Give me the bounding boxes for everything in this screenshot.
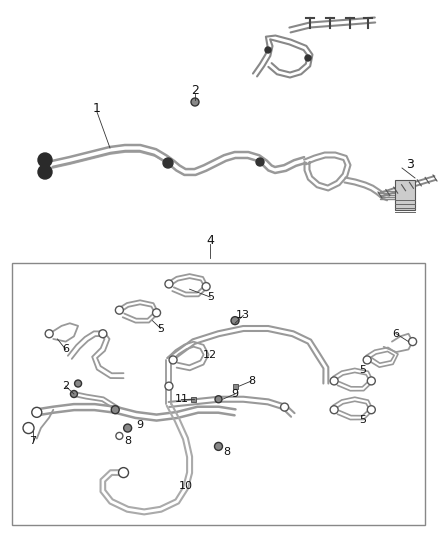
Circle shape (115, 306, 124, 314)
Circle shape (99, 330, 107, 338)
Circle shape (165, 382, 173, 390)
Circle shape (367, 377, 375, 385)
Circle shape (330, 406, 338, 414)
Circle shape (119, 467, 128, 478)
Circle shape (305, 55, 311, 61)
Text: 8: 8 (248, 376, 255, 386)
Circle shape (152, 309, 161, 317)
Circle shape (281, 403, 289, 411)
Text: 5: 5 (157, 324, 164, 334)
Text: 3: 3 (406, 158, 414, 172)
Text: 13: 13 (236, 310, 250, 320)
Circle shape (231, 317, 239, 325)
Text: 8: 8 (223, 447, 230, 457)
Circle shape (265, 47, 271, 53)
Bar (395, 180, 415, 210)
Text: 1: 1 (93, 101, 101, 115)
Text: 5: 5 (207, 292, 214, 302)
Circle shape (367, 406, 375, 414)
Text: 2: 2 (62, 381, 69, 391)
Text: 11: 11 (174, 394, 188, 404)
Text: 8: 8 (124, 436, 131, 446)
Text: 10: 10 (178, 481, 192, 491)
Circle shape (32, 407, 42, 417)
Circle shape (191, 98, 199, 106)
Bar (191, 397, 196, 402)
Circle shape (256, 158, 264, 166)
Circle shape (215, 395, 222, 403)
Circle shape (202, 282, 210, 290)
Circle shape (165, 280, 173, 288)
Text: 2: 2 (191, 84, 199, 96)
Circle shape (409, 337, 417, 345)
Circle shape (38, 153, 52, 167)
Circle shape (124, 424, 132, 432)
Text: 7: 7 (29, 436, 36, 446)
Circle shape (330, 377, 338, 385)
Circle shape (23, 423, 34, 433)
Text: 9: 9 (231, 389, 239, 399)
Circle shape (215, 442, 223, 450)
Text: 5: 5 (360, 366, 367, 375)
Circle shape (74, 380, 81, 387)
Text: 9: 9 (137, 421, 144, 431)
Circle shape (38, 165, 52, 179)
Circle shape (363, 356, 371, 364)
Circle shape (71, 391, 78, 398)
Text: 4: 4 (206, 233, 214, 246)
Circle shape (45, 330, 53, 338)
Circle shape (169, 356, 177, 364)
Text: 6: 6 (392, 329, 399, 339)
Text: 6: 6 (62, 344, 69, 354)
Bar (12, 263, 425, 525)
Bar (233, 384, 237, 389)
Text: 12: 12 (203, 350, 217, 360)
Circle shape (111, 406, 119, 414)
Text: 5: 5 (360, 415, 367, 425)
Circle shape (163, 158, 173, 168)
Circle shape (116, 432, 123, 439)
